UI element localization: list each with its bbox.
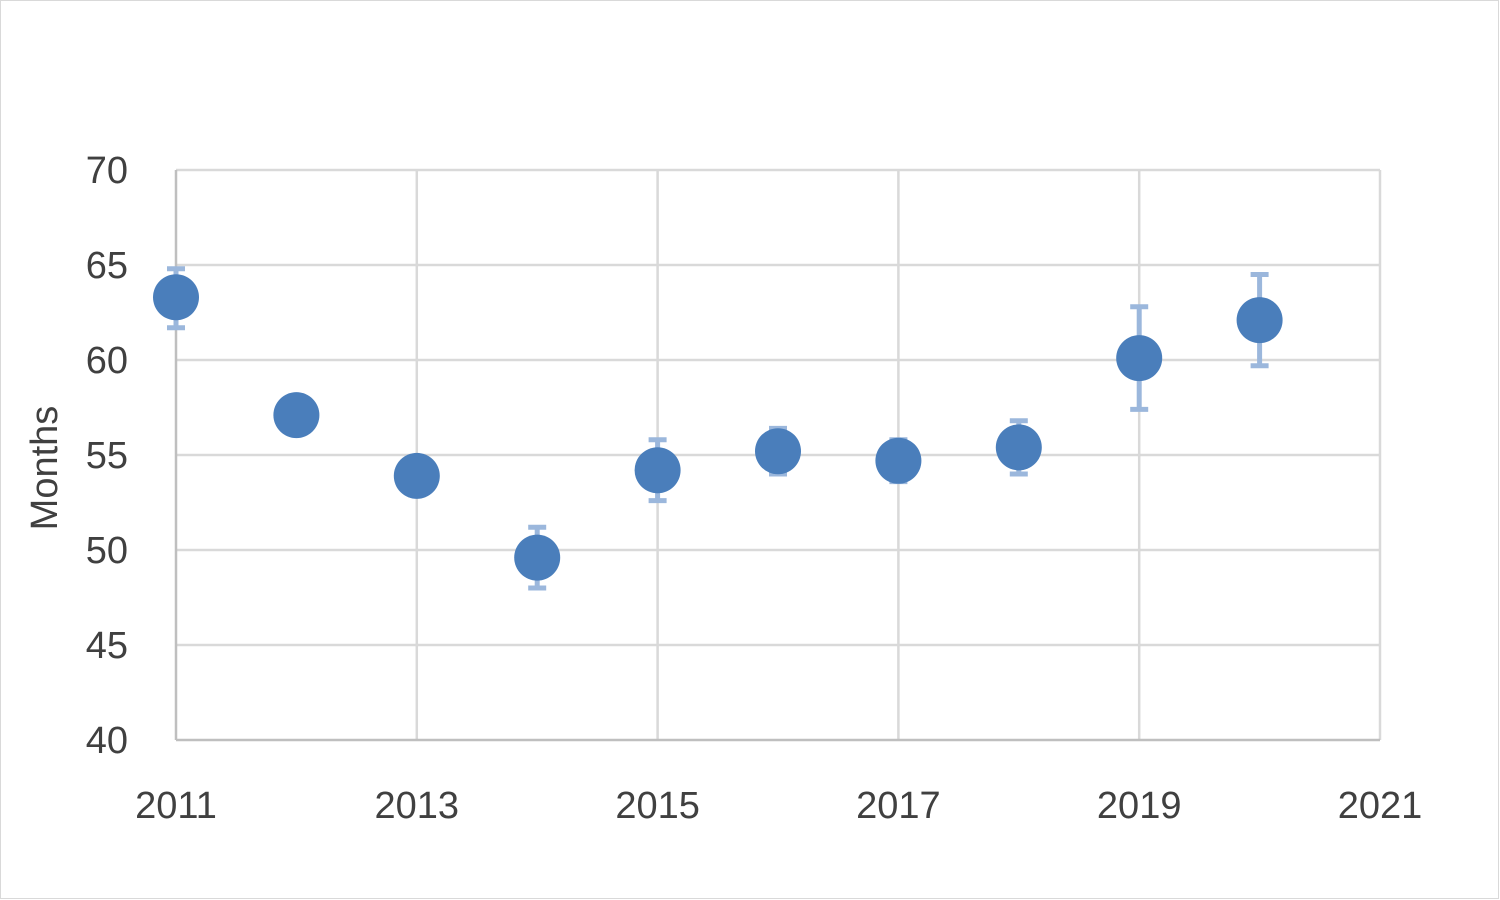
data-point-2013 <box>393 452 440 499</box>
x-tick-2019: 2019 <box>1097 785 1182 827</box>
data-point-2011 <box>153 274 199 321</box>
y-tick-50: 50 <box>86 530 128 572</box>
data-point-2018 <box>995 424 1042 471</box>
data-points <box>153 274 1283 581</box>
error-bars <box>167 266 1269 591</box>
data-point-2015 <box>634 447 681 494</box>
y-tick-labels: 40 45 50 55 60 65 70 <box>86 150 128 762</box>
data-point-2019 <box>1116 335 1163 382</box>
axes <box>174 170 1380 742</box>
y-tick-45: 45 <box>86 625 128 667</box>
x-tick-2017: 2017 <box>856 785 941 827</box>
x-tick-2021: 2021 <box>1338 785 1423 827</box>
y-tick-70: 70 <box>86 150 128 192</box>
x-tick-labels: 2011 2013 2015 2017 2019 2021 <box>135 785 1422 827</box>
data-point-2012 <box>273 392 320 439</box>
x-tick-2011: 2011 <box>135 785 217 827</box>
data-point-2016 <box>755 428 801 475</box>
y-tick-65: 65 <box>86 245 128 287</box>
data-point-2020 <box>1236 297 1283 344</box>
y-tick-40: 40 <box>86 720 128 762</box>
y-axis-label: Months <box>24 406 66 531</box>
y-tick-55: 55 <box>86 435 128 477</box>
data-point-2014 <box>514 534 561 581</box>
data-point-2017 <box>875 437 922 484</box>
x-tick-2015: 2015 <box>615 785 700 827</box>
x-tick-2013: 2013 <box>375 785 460 827</box>
y-tick-60: 60 <box>86 340 128 382</box>
